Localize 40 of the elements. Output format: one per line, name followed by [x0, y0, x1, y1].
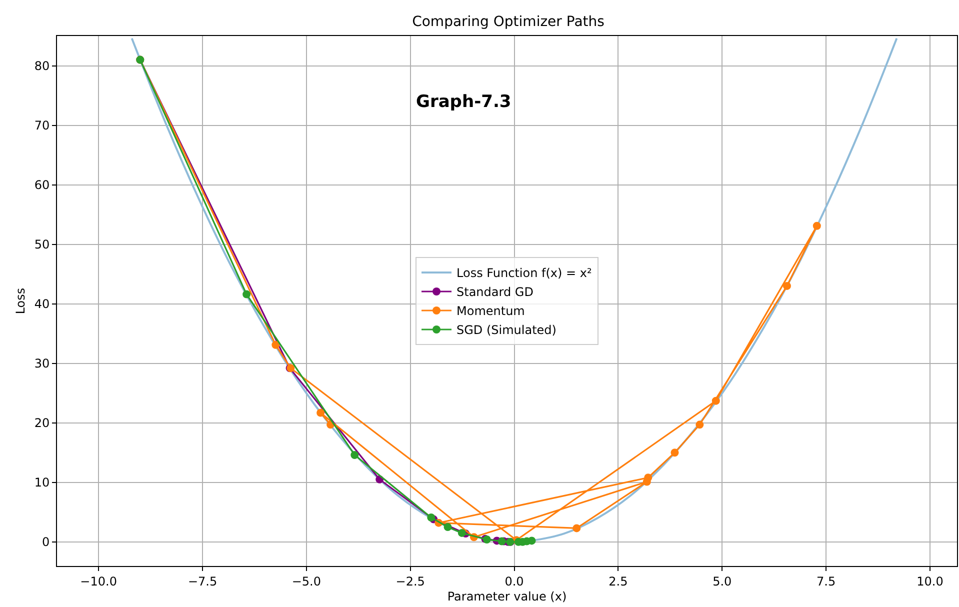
y-tick-label: 20	[34, 416, 50, 430]
point	[242, 290, 251, 298]
point	[427, 513, 436, 522]
annotation: Graph-7.3	[416, 92, 512, 112]
legend-label: Loss Function f(x) = x²	[456, 266, 592, 280]
legend-label: Standard GD	[456, 285, 534, 300]
x-tick-label: 7.5	[816, 574, 836, 588]
legend-label: SGD (Simulated)	[456, 323, 556, 338]
point	[670, 448, 679, 457]
point	[316, 408, 325, 417]
x-axis-title: Parameter value (x)	[447, 589, 567, 604]
x-tick-label: −2.5	[396, 574, 425, 588]
y-tick-label: 0	[42, 535, 50, 550]
legend-label: Momentum	[456, 304, 525, 318]
point	[572, 524, 581, 532]
y-tick-label: 10	[34, 476, 50, 490]
point	[712, 396, 720, 405]
y-tick-label: 50	[34, 238, 50, 252]
point	[782, 282, 791, 290]
y-tick-label: 80	[34, 58, 50, 73]
x-tick-label: −7.5	[188, 574, 218, 588]
x-tick-label: 5.0	[712, 574, 732, 588]
point	[444, 523, 452, 532]
x-tick-label: −5.0	[292, 574, 321, 588]
point	[272, 340, 280, 349]
x-tick-label: 10.0	[916, 574, 944, 588]
chart-title: Comparing Optimizer Paths	[412, 14, 604, 30]
y-tick-label: 70	[34, 118, 50, 132]
point	[350, 451, 359, 459]
x-tick-label: −10.0	[80, 574, 117, 588]
y-tick-label: 30	[34, 356, 50, 371]
y-tick-label: 60	[34, 178, 50, 192]
x-tick-label: 0.0	[504, 574, 524, 588]
point	[458, 528, 466, 537]
y-axis-title: Loss	[14, 288, 28, 314]
x-tick-label: 2.5	[608, 574, 628, 588]
point	[528, 536, 536, 545]
point	[696, 420, 704, 429]
y-tick-label: 40	[34, 297, 50, 312]
point	[812, 222, 821, 230]
